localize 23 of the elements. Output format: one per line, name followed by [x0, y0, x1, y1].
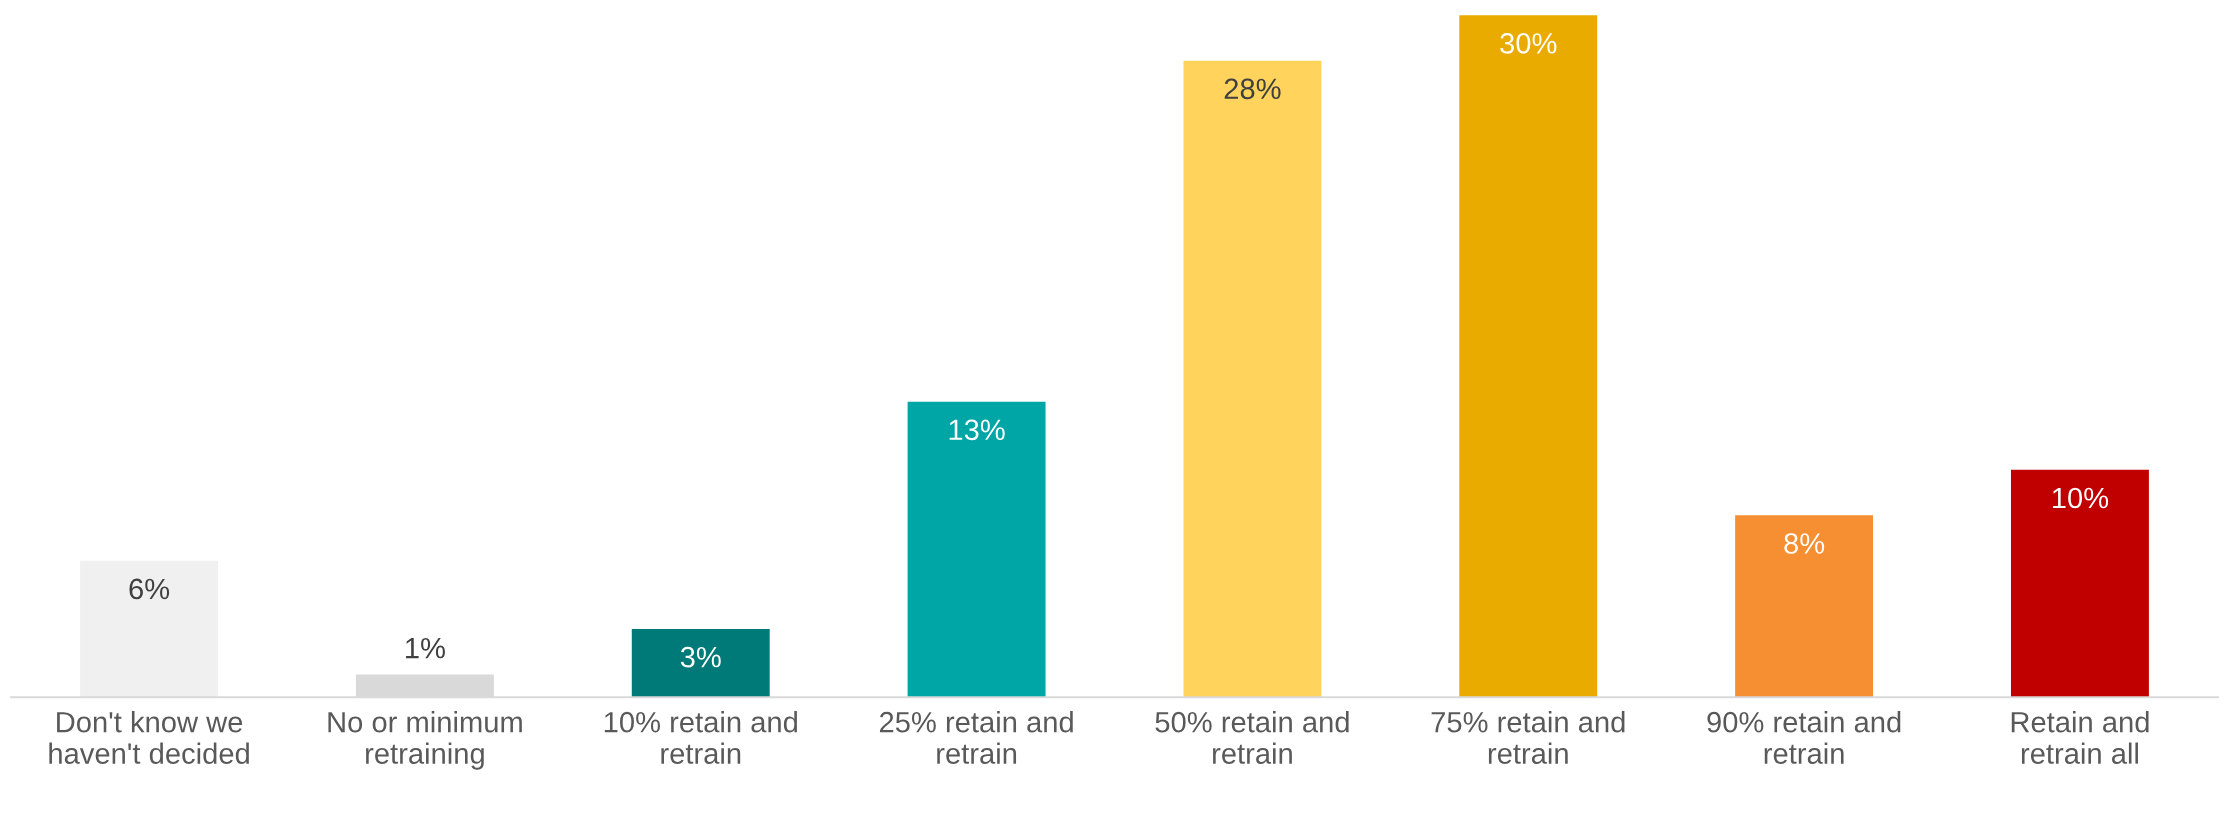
data-label: 8% [1784, 533, 1825, 554]
bar [631, 629, 770, 698]
x-tick-label: No or minimum retraining [328, 711, 522, 770]
x-tick-label: 10% retain and retrain [604, 711, 797, 764]
x-tick-label: 75% retain and retrain [1431, 711, 1625, 764]
bar [1459, 15, 1598, 698]
x-tick-label: 25% retain and retrain [879, 711, 1073, 764]
bar [2010, 469, 2149, 698]
data-label: 30% [1500, 33, 1557, 54]
x-tick-label: 50% retain and retrain [1155, 711, 1349, 764]
x-tick-label: 90% retain and retrain [1707, 711, 1901, 764]
x-tick-label: Retain and retrain all [2011, 711, 2149, 764]
bar [907, 401, 1046, 698]
data-label: 3% [680, 646, 721, 668]
bar [1183, 60, 1322, 698]
data-label: 10% [2052, 487, 2109, 509]
data-label: 6% [129, 578, 170, 600]
x-tick-label: Don't know we haven't decided [49, 711, 249, 764]
data-label: 13% [949, 419, 1005, 441]
bar [1735, 515, 1874, 698]
data-label: 1% [406, 637, 445, 659]
data-label: 28% [1224, 78, 1281, 100]
bar [80, 560, 219, 698]
